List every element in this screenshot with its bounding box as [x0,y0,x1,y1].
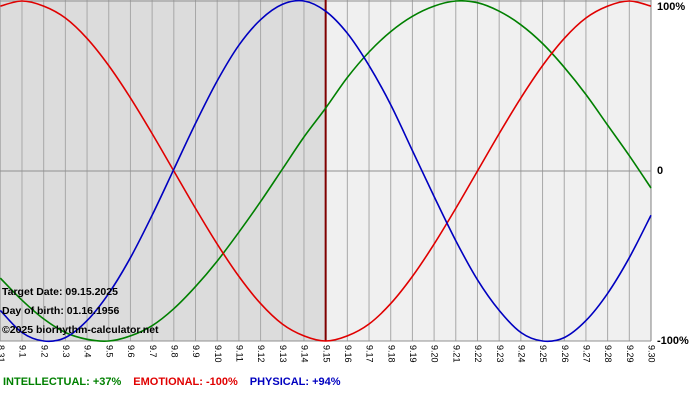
x-tick-label: 9.29 [625,345,635,363]
legend-entry: EMOTIONAL: -100% [133,376,238,388]
x-tick-label: 9.21 [451,345,461,363]
x-tick-label: 9.2 [39,345,49,358]
x-tick-label: 9.5 [104,345,114,358]
x-tick-label: 9.25 [538,345,548,363]
x-tick-label: 9.28 [603,345,613,363]
x-tick-label: 9.23 [495,345,505,363]
x-tick-label: 9.20 [430,345,440,363]
annotation: ©2025 biorhythm-calculator.net [2,324,159,336]
annotation: Target Date: 09.15.2025 [2,286,118,298]
series-line [0,0,652,342]
x-tick-label: 9.22 [473,345,483,363]
x-tick-label: 9.14 [300,345,310,363]
y-tick-label: 0 [657,165,663,177]
labels: 8.31 9.1 9.2 9.3 9.4 9.5 9.6 9.7 9.8 9.9 9.10 9.11 9… [0,1,689,388]
x-tick-label: 9.17 [365,345,375,363]
curves [0,0,652,343]
x-tick-label: 9.19 [408,345,418,363]
x-tick-label: 9.10 [213,345,223,363]
legend-entry: INTELLECTUAL: +37% [3,376,121,388]
x-tick-label: 9.18 [386,345,396,363]
x-tick-label: 9.26 [560,345,570,363]
annotation: Day of birth: 01.16.1956 [2,305,119,317]
x-tick-label: 9.7 [148,345,158,358]
x-tick-label: 9.13 [278,345,288,363]
x-tick-label: 8.31 [0,345,6,363]
x-tick-label: 9.27 [582,345,592,363]
x-tick-label: 9.9 [191,345,201,358]
x-tick-label: 9.1 [18,345,28,358]
x-tick-label: 9.16 [343,345,353,363]
x-tick-label: 9.4 [83,345,93,358]
series-line [0,0,652,342]
y-tick-label: 100% [657,1,685,13]
x-tick-label: 9.8 [169,345,179,358]
x-tick-label: 9.11 [235,345,245,362]
series-line [0,0,652,343]
x-tick-label: 9.12 [256,345,266,363]
x-tick-label: 9.30 [647,345,657,363]
y-tick-label: -100% [657,335,689,347]
x-tick-label: 9.6 [126,345,136,358]
x-tick-label: 9.24 [516,345,526,363]
x-tick-label: 9.3 [61,345,71,358]
legend-entry: PHYSICAL: +94% [250,376,341,388]
x-tick-label: 9.15 [321,345,331,363]
